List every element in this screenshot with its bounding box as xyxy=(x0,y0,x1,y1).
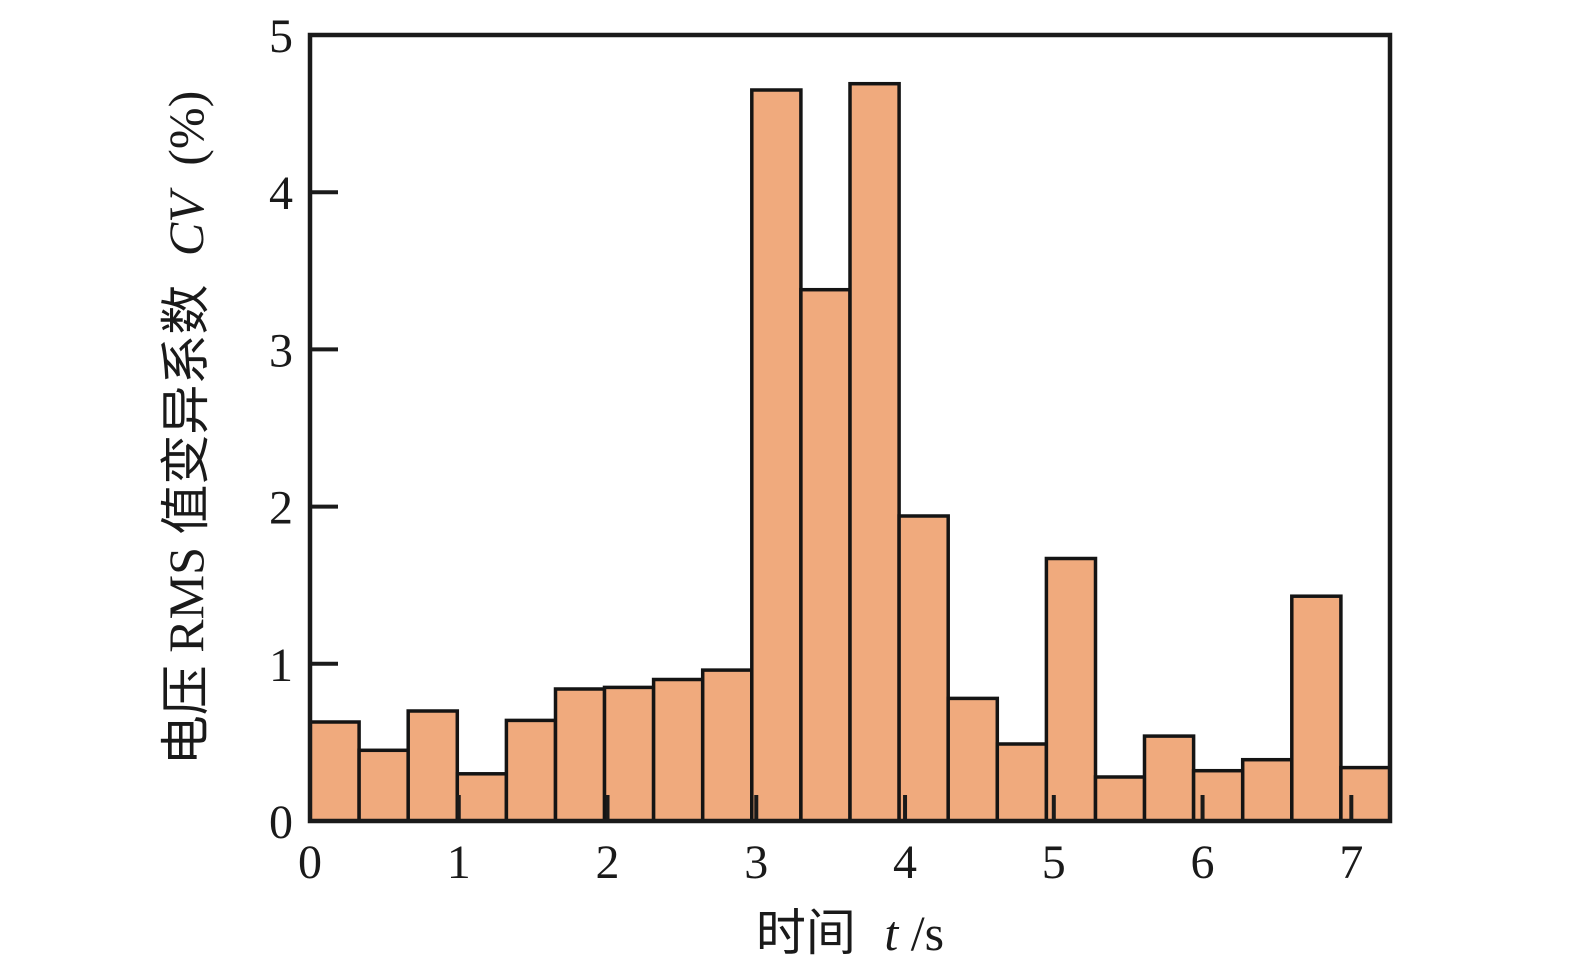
x-axis-ticks xyxy=(456,795,1354,819)
bar xyxy=(946,696,1000,823)
y-axis-title-text: 电压 RMS 值变异系数 xyxy=(158,285,214,766)
y-tick-label: 0 xyxy=(269,796,293,849)
y-axis-title: 电压 RMS 值变异系数 CV (%) xyxy=(158,91,214,765)
x-axis-tick-labels: 0 1 2 3 4 5 6 7 xyxy=(298,836,1363,889)
y-tick-label: 4 xyxy=(269,167,293,220)
bar xyxy=(799,287,852,823)
bar xyxy=(504,718,558,823)
x-tick-label: 2 xyxy=(596,836,620,889)
x-tick-label: 1 xyxy=(447,836,471,889)
bar xyxy=(1093,775,1147,823)
bar xyxy=(455,772,509,823)
bars xyxy=(308,81,1392,823)
bar xyxy=(700,668,754,823)
x-axis-title-text: 时间 xyxy=(756,905,856,961)
y-axis-ticks xyxy=(312,190,338,666)
bar xyxy=(651,677,705,823)
y-axis-title-unit: (%) xyxy=(158,91,214,166)
bar xyxy=(308,720,361,823)
bar xyxy=(1142,734,1196,823)
bar xyxy=(1290,594,1343,823)
bar xyxy=(750,88,803,823)
y-axis-tick-labels: 0 1 2 3 4 5 xyxy=(269,10,293,849)
bar xyxy=(1044,556,1098,823)
x-axis-title: 时间 t /s xyxy=(756,905,944,961)
y-tick-label: 5 xyxy=(269,10,293,63)
x-tick-label: 3 xyxy=(744,836,768,889)
plot-border xyxy=(307,32,1393,824)
y-axis-title-variable: CV xyxy=(158,187,214,256)
y-tick-label: 1 xyxy=(269,639,293,692)
x-axis-title-unit: /s xyxy=(911,905,944,961)
x-axis-title-variable: t xyxy=(884,905,899,961)
x-tick-label: 4 xyxy=(893,836,917,889)
x-tick-label: 6 xyxy=(1191,836,1215,889)
x-tick-label: 7 xyxy=(1339,836,1363,889)
bar xyxy=(848,81,901,823)
bar xyxy=(995,742,1049,823)
bar xyxy=(1339,765,1392,823)
x-tick-label: 5 xyxy=(1042,836,1066,889)
bar xyxy=(553,687,607,823)
y-tick-label: 3 xyxy=(269,324,293,377)
bar xyxy=(357,748,410,823)
y-tick-label: 2 xyxy=(269,482,293,535)
bar xyxy=(602,685,656,823)
bar xyxy=(406,709,460,823)
x-tick-label: 0 xyxy=(298,836,322,889)
bar xyxy=(1240,757,1294,823)
bar xyxy=(897,514,950,823)
